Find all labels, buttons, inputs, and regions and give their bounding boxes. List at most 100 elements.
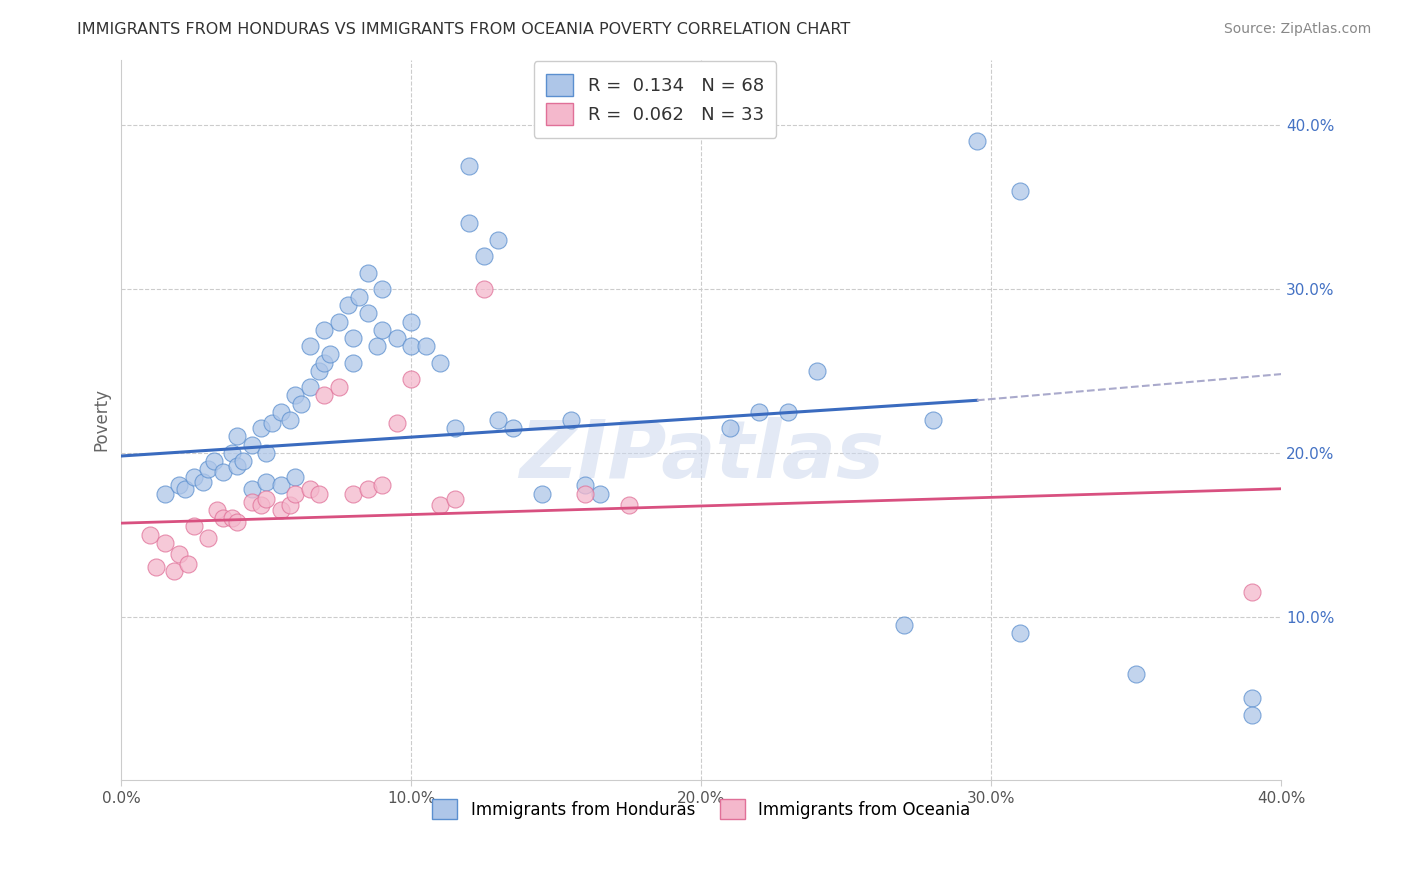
Point <box>366 339 388 353</box>
Point <box>197 531 219 545</box>
Point <box>472 282 495 296</box>
Point <box>197 462 219 476</box>
Point <box>589 486 612 500</box>
Point <box>1010 626 1032 640</box>
Point <box>298 339 321 353</box>
Point <box>284 388 307 402</box>
Point <box>444 421 467 435</box>
Point <box>401 315 423 329</box>
Point <box>249 498 271 512</box>
Point <box>319 347 342 361</box>
Point <box>270 405 292 419</box>
Point <box>221 511 243 525</box>
Point <box>153 536 176 550</box>
Point <box>298 380 321 394</box>
Point <box>472 249 495 263</box>
Point <box>328 315 350 329</box>
Point <box>205 503 228 517</box>
Point <box>617 498 640 512</box>
Point <box>748 405 770 419</box>
Point <box>371 478 394 492</box>
Point <box>145 560 167 574</box>
Point <box>153 486 176 500</box>
Point <box>502 421 524 435</box>
Point <box>458 159 481 173</box>
Point <box>202 454 225 468</box>
Point <box>401 339 423 353</box>
Point <box>174 482 197 496</box>
Point <box>342 356 364 370</box>
Point <box>139 527 162 541</box>
Point <box>1010 184 1032 198</box>
Point <box>488 233 510 247</box>
Point <box>328 380 350 394</box>
Point <box>336 298 359 312</box>
Point <box>270 478 292 492</box>
Point <box>922 413 945 427</box>
Point <box>183 519 205 533</box>
Point <box>347 290 370 304</box>
Legend: Immigrants from Honduras, Immigrants from Oceania: Immigrants from Honduras, Immigrants fro… <box>426 792 977 826</box>
Point <box>308 364 330 378</box>
Point <box>342 331 364 345</box>
Point <box>560 413 582 427</box>
Point <box>278 498 301 512</box>
Point <box>183 470 205 484</box>
Point <box>226 429 249 443</box>
Point <box>720 421 742 435</box>
Point <box>298 482 321 496</box>
Point <box>278 413 301 427</box>
Point <box>1241 585 1264 599</box>
Point <box>1241 707 1264 722</box>
Point <box>458 216 481 230</box>
Point <box>806 364 828 378</box>
Point <box>342 486 364 500</box>
Point <box>429 498 451 512</box>
Point <box>262 416 284 430</box>
Point <box>357 482 380 496</box>
Point <box>371 282 394 296</box>
Point <box>415 339 437 353</box>
Point <box>284 470 307 484</box>
Point <box>778 405 800 419</box>
Point <box>270 503 292 517</box>
Point <box>254 446 277 460</box>
Point <box>240 437 263 451</box>
Text: IMMIGRANTS FROM HONDURAS VS IMMIGRANTS FROM OCEANIA POVERTY CORRELATION CHART: IMMIGRANTS FROM HONDURAS VS IMMIGRANTS F… <box>77 22 851 37</box>
Point <box>314 388 336 402</box>
Point <box>212 511 235 525</box>
Point <box>574 486 596 500</box>
Point <box>401 372 423 386</box>
Point <box>284 486 307 500</box>
Point <box>893 617 915 632</box>
Y-axis label: Poverty: Poverty <box>93 388 110 451</box>
Point <box>221 446 243 460</box>
Point <box>444 491 467 506</box>
Point <box>191 475 214 490</box>
Point <box>530 486 553 500</box>
Point <box>488 413 510 427</box>
Point <box>308 486 330 500</box>
Point <box>169 478 191 492</box>
Point <box>314 356 336 370</box>
Point <box>240 495 263 509</box>
Point <box>249 421 271 435</box>
Point <box>169 547 191 561</box>
Text: ZIPatlas: ZIPatlas <box>519 417 884 495</box>
Point <box>574 478 596 492</box>
Point <box>290 396 312 410</box>
Point <box>232 454 254 468</box>
Point <box>314 323 336 337</box>
Point <box>162 564 184 578</box>
Point <box>240 482 263 496</box>
Point <box>357 266 380 280</box>
Point <box>1125 666 1147 681</box>
Point <box>371 323 394 337</box>
Text: Source: ZipAtlas.com: Source: ZipAtlas.com <box>1223 22 1371 37</box>
Point <box>212 466 235 480</box>
Point <box>1241 691 1264 706</box>
Point <box>385 416 408 430</box>
Point <box>226 458 249 473</box>
Point <box>254 475 277 490</box>
Point <box>429 356 451 370</box>
